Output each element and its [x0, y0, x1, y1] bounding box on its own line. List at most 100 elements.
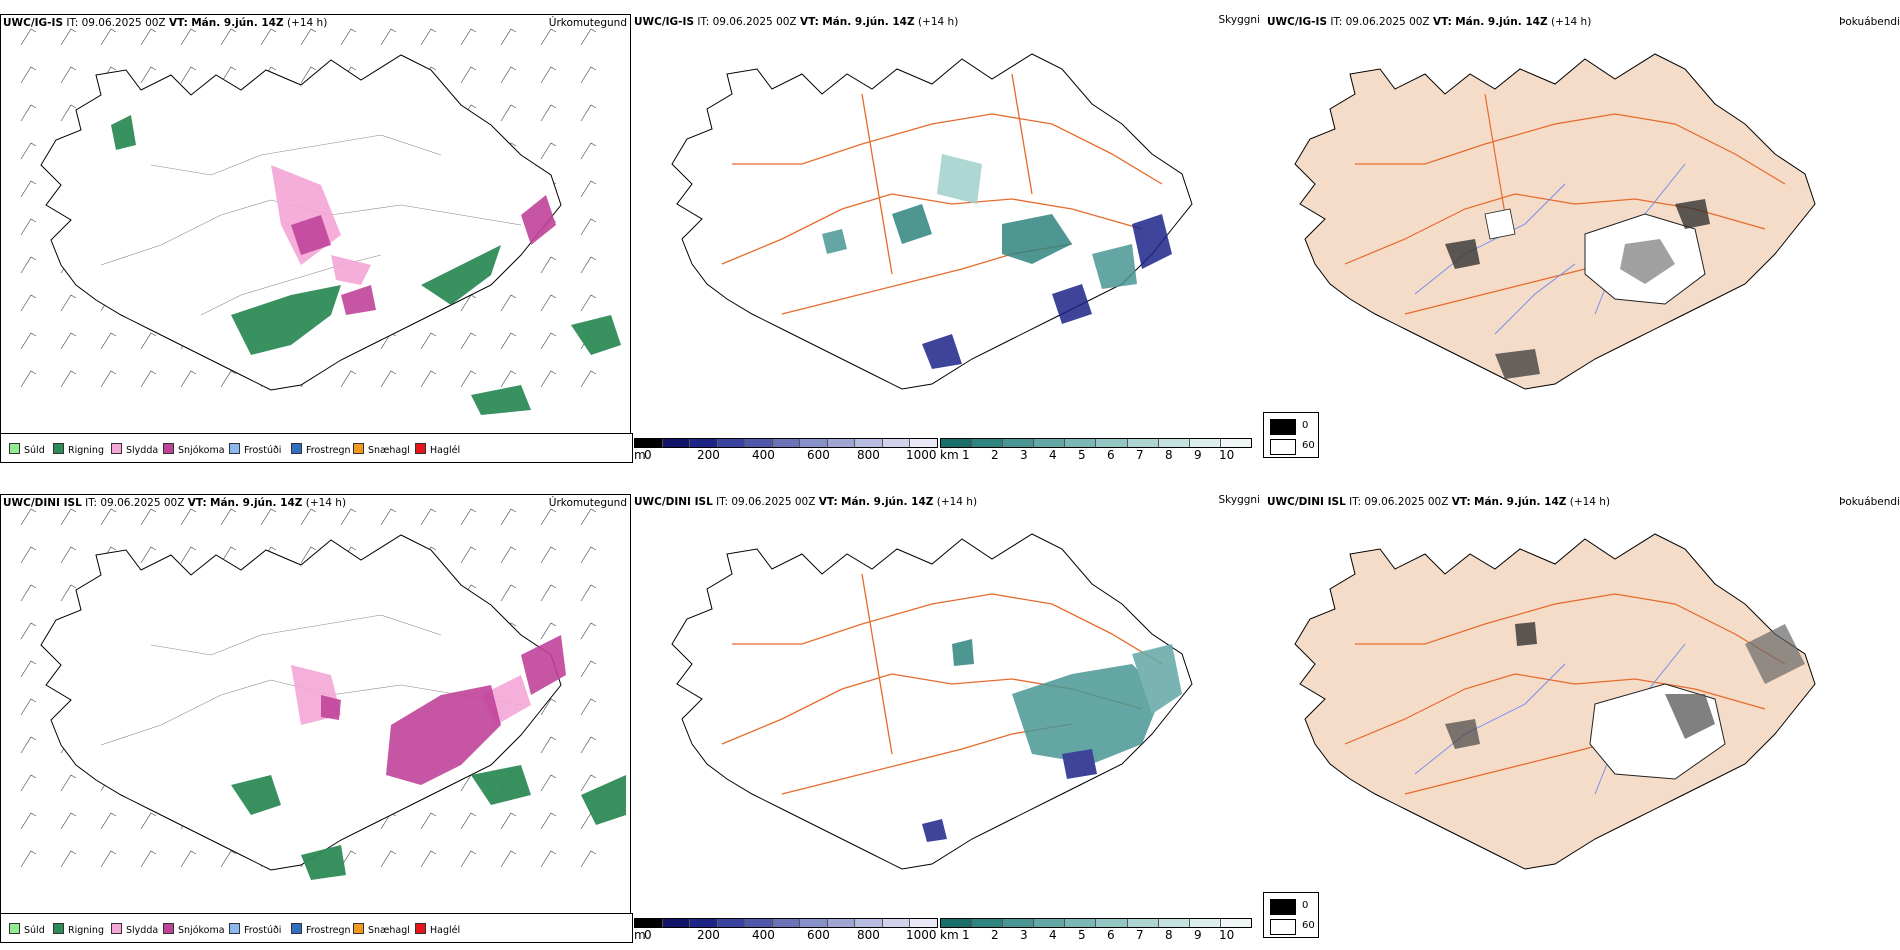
- cbar-tick: 200: [697, 448, 720, 462]
- legend-swatch: [9, 443, 20, 454]
- legend-swatch: [229, 923, 240, 934]
- fog-map-row1: [1294, 53, 1816, 390]
- visibility-unit: km: [940, 448, 959, 462]
- cbar-tick: 6: [1107, 928, 1115, 942]
- panel-title: UWC/IG-IS IT: 09.06.2025 00Z VT: Mán. 9.…: [3, 17, 328, 29]
- panel-name: Úrkomutegund: [548, 497, 627, 509]
- fog-swatch: [1270, 419, 1296, 435]
- panel-name: Skyggni: [1218, 14, 1261, 26]
- cbar-tick: 7: [1136, 928, 1144, 942]
- fog-legend-label: 0: [1302, 420, 1309, 431]
- visibility-panel-row1: UWC/IG-IS IT: 09.06.2025 00Z VT: Mán. 9.…: [632, 14, 1264, 462]
- cbar-tick: 10: [1219, 448, 1235, 462]
- panel-title: UWC/DINI ISL IT: 09.06.2025 00Z VT: Mán.…: [634, 496, 978, 508]
- cbar-tick: 0: [644, 928, 652, 942]
- legend-swatch: [229, 443, 240, 454]
- panel-name: Úrkomutegund: [548, 17, 627, 29]
- legend-item: Haglél: [415, 923, 460, 936]
- precip-map-row2: [20, 508, 626, 880]
- fog-legend-row1: 0 60: [1263, 412, 1319, 458]
- legend-item: Súld: [9, 923, 45, 936]
- legend-item: Slydda: [111, 443, 158, 456]
- cbar-tick: 7: [1136, 448, 1144, 462]
- cbar-tick: 2: [991, 928, 999, 942]
- legend-swatch: [53, 443, 64, 454]
- legend-item: Snæhagl: [353, 923, 410, 936]
- fog-legend-label: 60: [1302, 440, 1315, 451]
- legend-swatch: [163, 443, 174, 454]
- precip-panel-row1: UWC/IG-IS IT: 09.06.2025 00Z VT: Mán. 9.…: [0, 14, 633, 463]
- legend-swatch: [415, 443, 426, 454]
- legend-item: Frostregn: [291, 443, 351, 456]
- precip-map-row1: [20, 28, 621, 415]
- visibility-colorbar-row1: [940, 438, 1252, 448]
- legend-item: Rigning: [53, 923, 104, 936]
- cbar-tick: 800: [857, 928, 880, 942]
- panel-title: UWC/IG-IS IT: 09.06.2025 00Z VT: Mán. 9.…: [1267, 16, 1592, 28]
- cbar-tick: 10: [1219, 928, 1235, 942]
- cbar-tick: 0: [644, 448, 652, 462]
- visibility-map-row2: [671, 533, 1193, 870]
- panel-name: Þokuábendi: [1839, 16, 1900, 28]
- fog-swatch: [1270, 919, 1296, 935]
- cbar-tick: 3: [1020, 928, 1028, 942]
- fog-map-row2: [1294, 533, 1816, 870]
- legend-item: Frostúði: [229, 443, 281, 456]
- cbar-tick: 600: [807, 928, 830, 942]
- cloud-base-colorbar-row1: [634, 438, 938, 448]
- panel-title: UWC/IG-IS IT: 09.06.2025 00Z VT: Mán. 9.…: [634, 16, 959, 28]
- cbar-tick: 8: [1165, 928, 1173, 942]
- visibility-unit: km: [940, 928, 959, 942]
- fog-legend-label: 60: [1302, 920, 1315, 931]
- precip-legend-row2: Súld Rigning Slydda Snjókoma Frostúði Fr…: [0, 913, 633, 943]
- fog-swatch: [1270, 439, 1296, 455]
- fog-panel-row2: UWC/DINI ISL IT: 09.06.2025 00Z VT: Mán.…: [1263, 494, 1900, 942]
- legend-swatch: [353, 923, 364, 934]
- legend-item: Snæhagl: [353, 443, 410, 456]
- legend-item: Rigning: [53, 443, 104, 456]
- fog-legend-label: 0: [1302, 900, 1309, 911]
- precip-panel-row2: UWC/DINI ISL IT: 09.06.2025 00Z VT: Mán.…: [0, 494, 633, 943]
- cbar-tick: 4: [1049, 448, 1057, 462]
- cbar-tick: 200: [697, 928, 720, 942]
- cbar-tick: 2: [991, 448, 999, 462]
- legend-swatch: [291, 923, 302, 934]
- legend-swatch: [163, 923, 174, 934]
- fog-legend-row2: 0 60: [1263, 892, 1319, 938]
- cloud-base-colorbar-row2: [634, 918, 938, 928]
- legend-swatch: [111, 443, 122, 454]
- cloud-base-unit: m: [634, 928, 646, 942]
- legend-swatch: [111, 923, 122, 934]
- legend-item: Súld: [9, 443, 45, 456]
- cbar-tick: 9: [1194, 928, 1202, 942]
- legend-swatch: [9, 923, 20, 934]
- legend-item: Snjókoma: [163, 443, 225, 456]
- cbar-tick: 400: [752, 928, 775, 942]
- legend-item: Frostregn: [291, 923, 351, 936]
- cbar-tick: 5: [1078, 928, 1086, 942]
- cbar-tick: 1: [962, 928, 970, 942]
- cbar-tick: 8: [1165, 448, 1173, 462]
- panel-title: UWC/DINI ISL IT: 09.06.2025 00Z VT: Mán.…: [3, 497, 347, 509]
- cbar-tick: 400: [752, 448, 775, 462]
- legend-item: Frostúði: [229, 923, 281, 936]
- legend-item: Snjókoma: [163, 923, 225, 936]
- visibility-colorbar-row2: [940, 918, 1252, 928]
- cbar-tick: 1000: [906, 928, 937, 942]
- legend-swatch: [353, 443, 364, 454]
- cbar-tick: 3: [1020, 448, 1028, 462]
- cbar-tick: 4: [1049, 928, 1057, 942]
- cloud-base-unit: m: [634, 448, 646, 462]
- cbar-tick: 9: [1194, 448, 1202, 462]
- panel-name: Þokuábendi: [1839, 496, 1900, 508]
- fog-panel-row1: UWC/IG-IS IT: 09.06.2025 00Z VT: Mán. 9.…: [1263, 14, 1900, 462]
- cbar-tick: 800: [857, 448, 880, 462]
- visibility-map-row1: [671, 53, 1193, 390]
- cbar-tick: 6: [1107, 448, 1115, 462]
- cbar-tick: 1000: [906, 448, 937, 462]
- legend-swatch: [291, 443, 302, 454]
- visibility-panel-row2: UWC/DINI ISL IT: 09.06.2025 00Z VT: Mán.…: [632, 494, 1264, 942]
- precip-legend-row1: Súld Rigning Slydda Snjókoma Frostúði Fr…: [0, 433, 633, 463]
- cbar-tick: 5: [1078, 448, 1086, 462]
- cbar-tick: 600: [807, 448, 830, 462]
